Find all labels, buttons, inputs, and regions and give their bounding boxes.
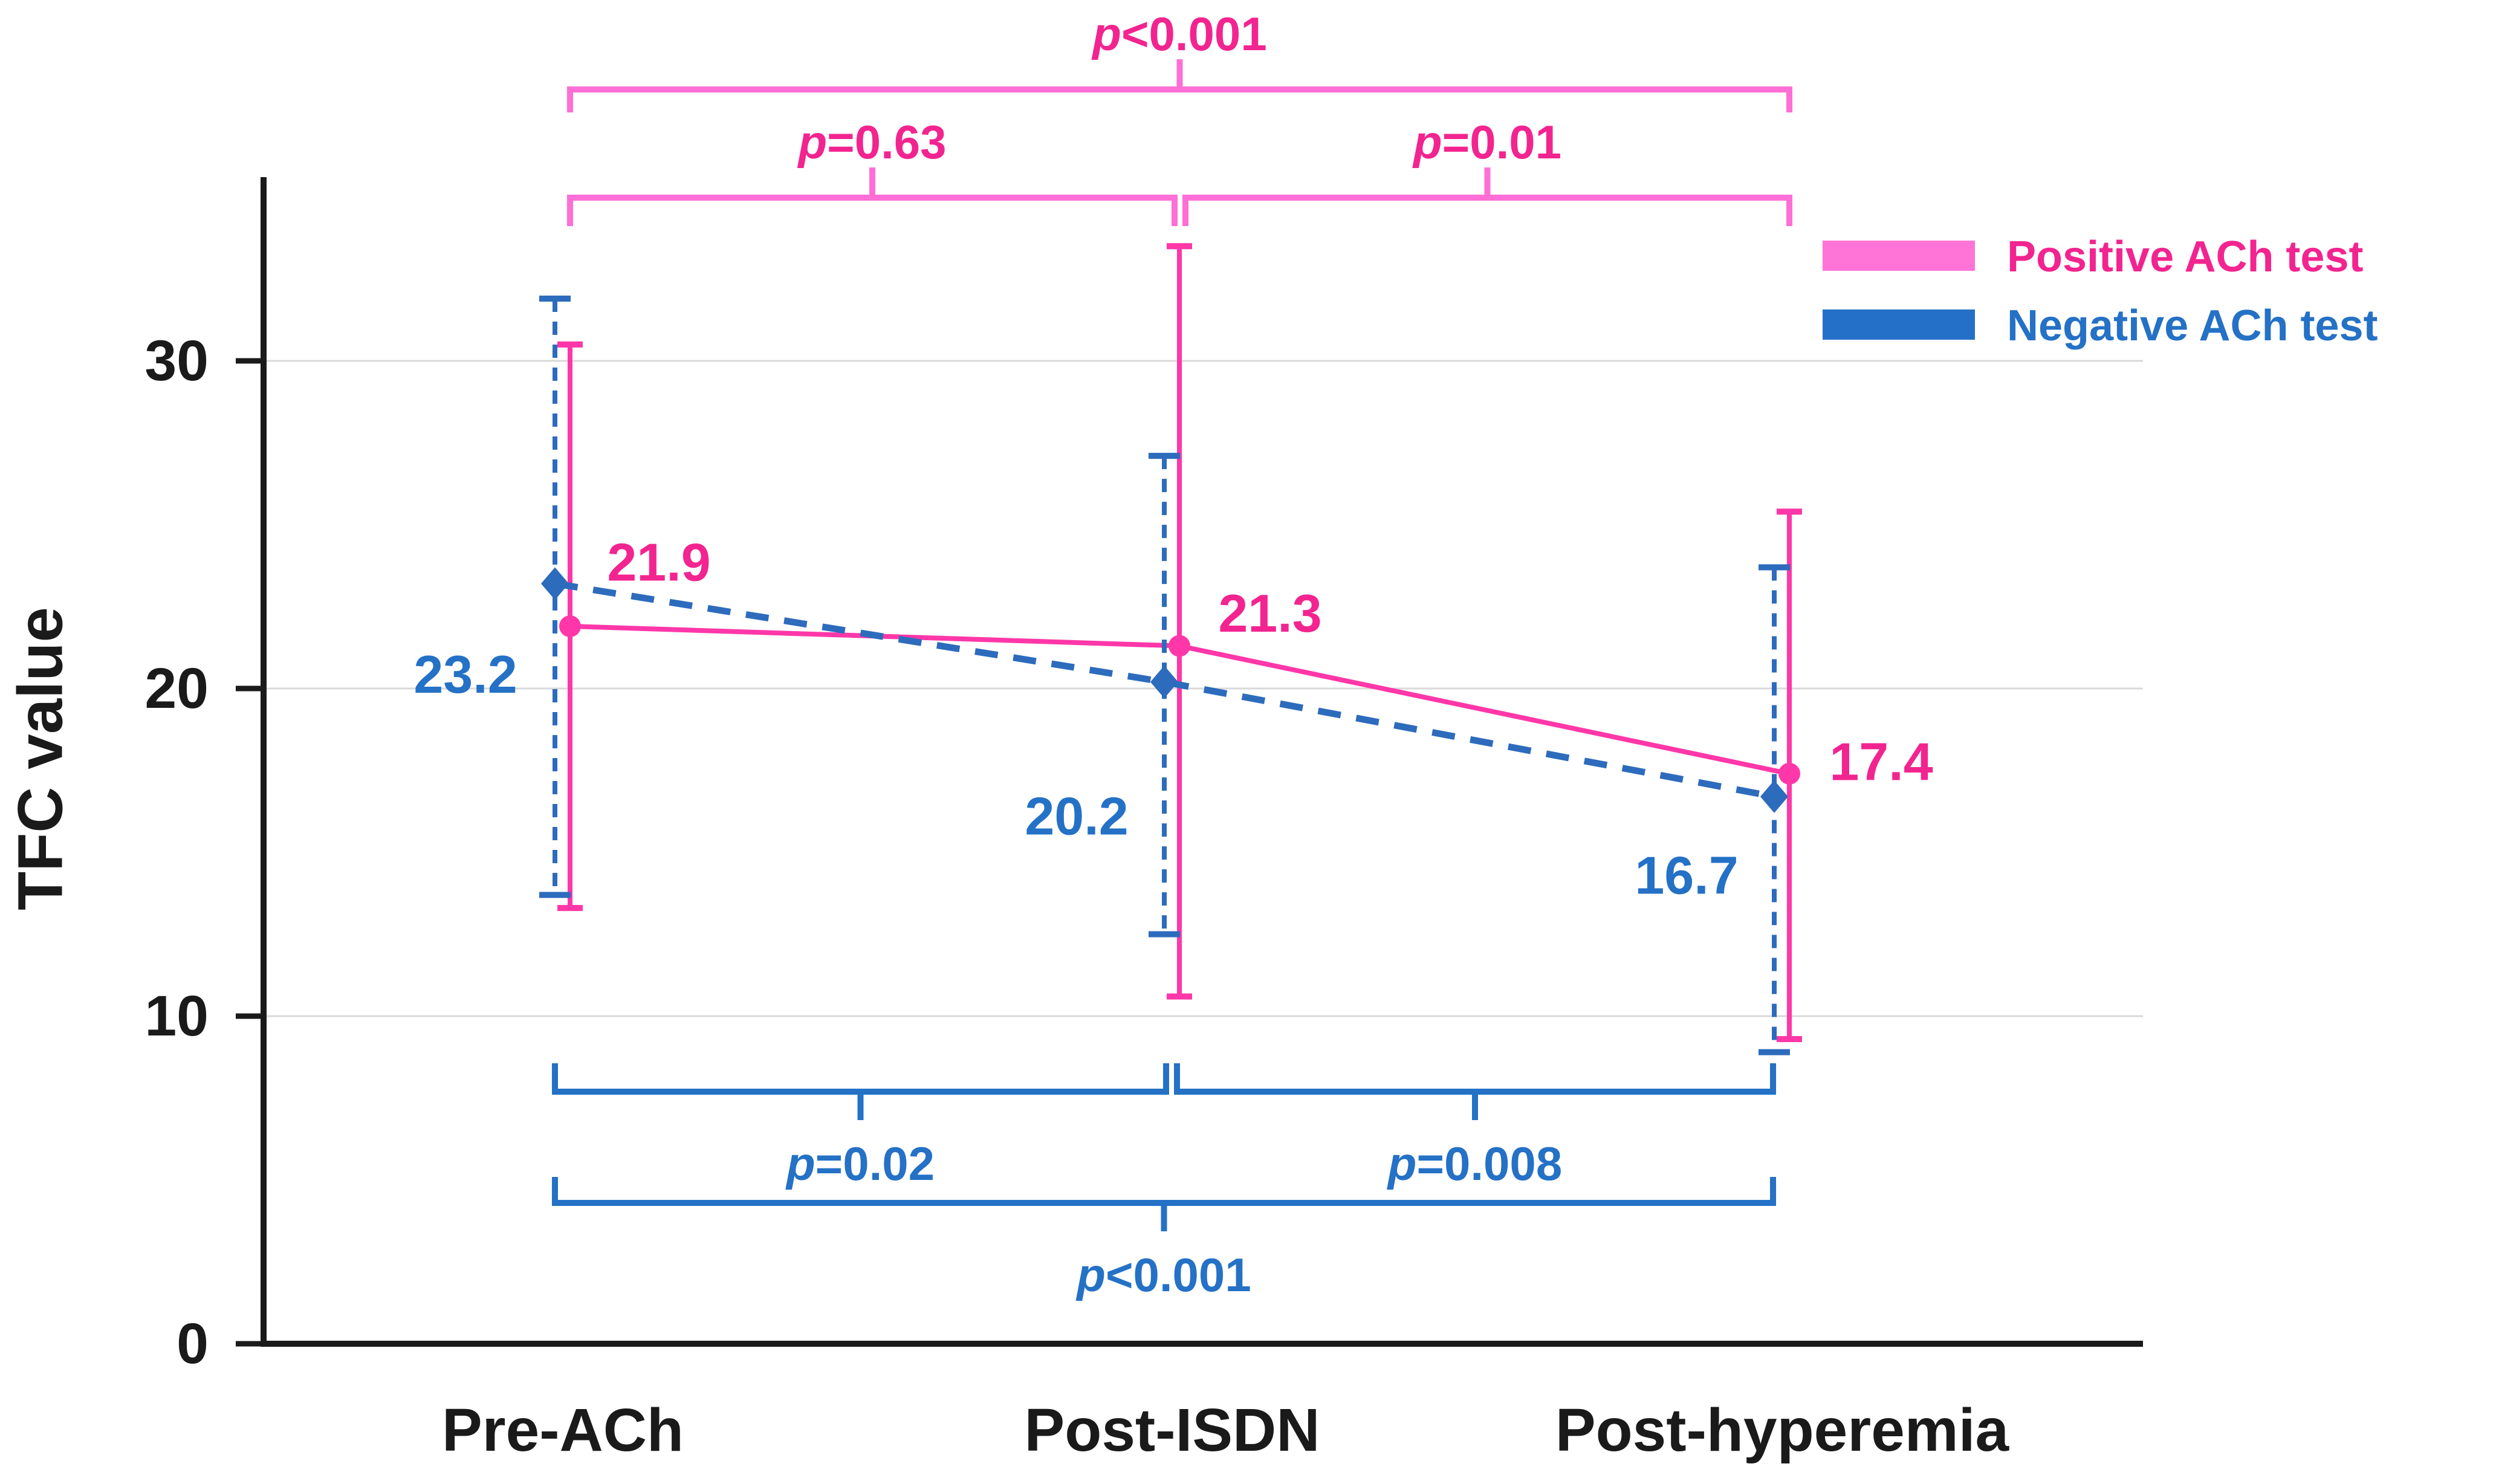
negative-error-bar-1 — [539, 296, 571, 898]
positive-value-label-2: 21.3 — [1218, 583, 1321, 643]
positive-marker-1 — [559, 615, 581, 638]
top-bracket-1: p<0.001 — [567, 7, 1792, 112]
bottom-bracket-3: p<0.001 — [552, 1177, 1776, 1301]
legend: Positive ACh test Negative ACh test — [1823, 233, 2378, 350]
legend-label-negative: Negative ACh test — [2007, 302, 2378, 350]
positive-error-bar-2 — [1167, 243, 1192, 1000]
series-positive: 21.9 21.3 17.4 — [557, 243, 1933, 1042]
positive-value-label-3: 17.4 — [1829, 731, 1933, 791]
negative-marker-2 — [1150, 666, 1178, 699]
y-tick-label-10: 10 — [144, 984, 209, 1048]
y-tick-label-30: 30 — [144, 329, 209, 393]
bottom-bracket-3-p-label: p<0.001 — [1075, 1248, 1251, 1301]
x-category-label-3: Post-hyperemia — [1555, 1396, 2010, 1464]
y-tick-label-20: 20 — [144, 656, 209, 721]
negative-value-label-2: 20.2 — [1025, 786, 1128, 846]
x-category-label-2: Post-ISDN — [1025, 1396, 1320, 1464]
y-axis-title: TFC value — [5, 607, 76, 910]
negative-marker-1 — [541, 567, 569, 600]
top-bracket-3-p-label: p=0.01 — [1412, 115, 1561, 169]
negative-value-label-3: 16.7 — [1635, 845, 1738, 905]
top-bracket-1-p-label: p<0.001 — [1091, 7, 1266, 60]
bottom-bracket-1: p=0.02 — [552, 1063, 1169, 1190]
positive-value-label-1: 21.9 — [607, 533, 710, 592]
bottom-bracket-1-p-label: p=0.02 — [785, 1137, 935, 1190]
y-tick-label-0: 0 — [177, 1312, 209, 1376]
positive-marker-3 — [1778, 762, 1800, 785]
series-negative: 23.2 20.2 16.7 — [413, 296, 1790, 1055]
positive-marker-2 — [1169, 635, 1190, 657]
negative-marker-3 — [1760, 780, 1788, 813]
negative-value-label-1: 23.2 — [413, 644, 517, 704]
top-bracket-2: p=0.63 — [567, 115, 1178, 226]
legend-swatch-negative — [1823, 309, 1975, 340]
bottom-bracket-2: p=0.008 — [1174, 1063, 1776, 1190]
legend-label-positive: Positive ACh test — [2007, 233, 2363, 281]
top-bracket-3: p=0.01 — [1182, 115, 1792, 226]
negative-data-line — [554, 580, 1775, 800]
x-category-label-1: Pre-ACh — [442, 1396, 684, 1464]
bottom-bracket-2-p-label: p=0.008 — [1387, 1137, 1562, 1190]
top-bracket-2-p-label: p=0.63 — [797, 115, 946, 169]
legend-swatch-positive — [1823, 241, 1975, 271]
